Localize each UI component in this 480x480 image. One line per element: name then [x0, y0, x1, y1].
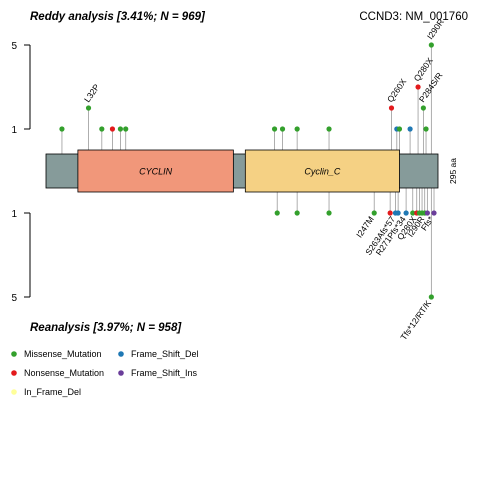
lollipop-point [388, 105, 395, 111]
lollipop-point [271, 126, 278, 132]
lollipop-point [428, 294, 434, 300]
domain-cyclin-c [244, 149, 400, 193]
lollipop-point [274, 210, 280, 216]
mutation-label: Tfs*12/RT/K [398, 298, 433, 342]
y-tick-top-5: 5 [11, 41, 17, 52]
legend-swatch [118, 370, 124, 376]
lollipop-point [326, 126, 332, 132]
lollipop-point [407, 126, 413, 132]
mutation-points [59, 42, 437, 300]
legend-label: In_Frame_Del [24, 387, 81, 397]
legend-label: Frame_Shift_Del [131, 349, 199, 359]
legend-swatch [11, 370, 17, 376]
lollipop-point [387, 210, 393, 216]
lollipop-point [424, 210, 430, 216]
legend-swatch [118, 351, 124, 357]
y-axis-bottom: 1 5 [11, 209, 31, 304]
gene-label: CCND3: NM_001760 [359, 11, 468, 23]
y-axis-top: 5 1 [11, 41, 31, 136]
domain-label: Cyclin_C [304, 167, 341, 177]
lollipop-point [403, 210, 409, 216]
legend-swatch [11, 389, 17, 395]
y-tick-top-1: 1 [11, 125, 17, 136]
mutation-label: L32P [82, 82, 102, 104]
lollipop-point [123, 126, 129, 132]
lollipop-point [395, 210, 401, 216]
legend-swatch [11, 351, 17, 357]
legend: Missense_Mutation Frame_Shift_Del Nonsense… [11, 349, 199, 397]
domains: CYCLIN Cyclin_C [77, 149, 400, 193]
lollipop-point [85, 105, 92, 111]
domain-cyclin [77, 149, 234, 193]
lollipop-point [294, 126, 300, 132]
top-title: Reddy analysis [3.41%; N = 969] [30, 11, 206, 23]
lollipop-point [396, 126, 403, 132]
legend-label: Nonsense_Mutation [24, 368, 104, 378]
lollipop-point [99, 126, 105, 132]
lollipop-point [428, 42, 434, 48]
lollipop-point [279, 126, 286, 132]
lollipop-point [420, 105, 426, 111]
y-tick-bottom-5: 5 [11, 293, 17, 304]
lollipop-point [294, 210, 300, 216]
protein-length-label: 295 aa [448, 158, 458, 184]
legend-label: Missense_Mutation [24, 349, 102, 359]
lollipop-point [423, 126, 429, 132]
lollipop-point [109, 126, 116, 132]
mutation-label: Q260X [385, 76, 409, 104]
legend-label: Frame_Shift_Ins [131, 368, 198, 378]
mutation-label: I247M [354, 214, 376, 239]
lollipop-point [326, 210, 332, 216]
lollipop-point [431, 210, 437, 216]
lollipop-point [59, 126, 65, 132]
lollipop-point [415, 84, 421, 90]
lollipop-point [371, 210, 377, 216]
domain-label: CYCLIN [139, 167, 173, 177]
bottom-title: Reanalysis [3.97%; N = 958] [30, 322, 182, 334]
lollipop-point [117, 126, 124, 132]
y-tick-bottom-1: 1 [11, 209, 17, 220]
lollipop-point [410, 210, 416, 216]
